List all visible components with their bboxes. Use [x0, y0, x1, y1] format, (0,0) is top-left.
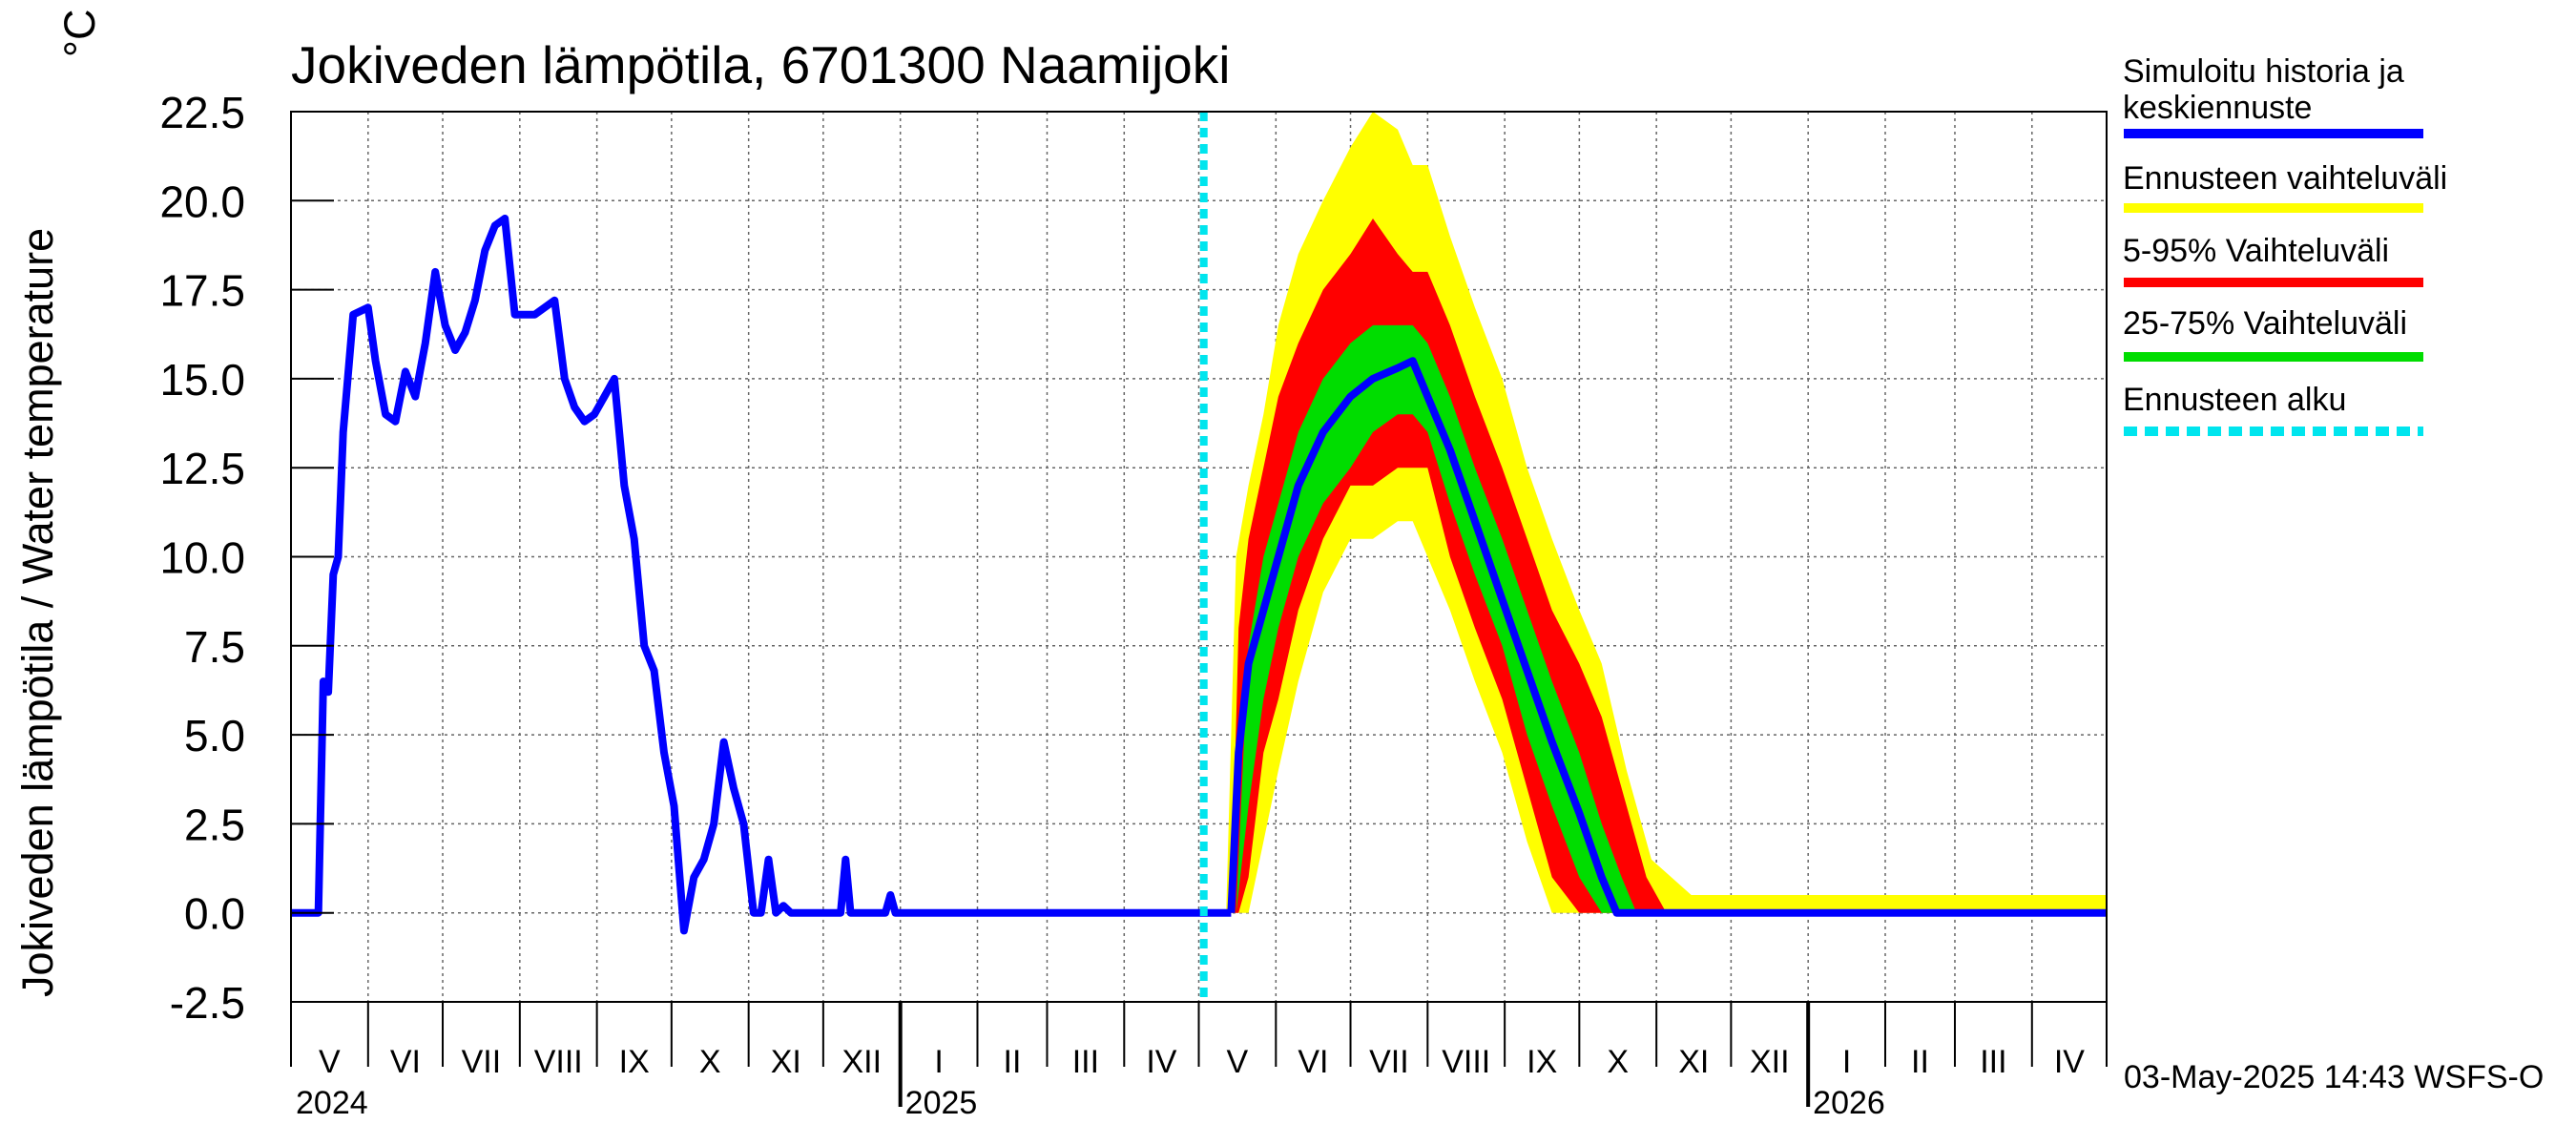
legend-label-5-95: 5-95% Vaihteluväli	[2123, 233, 2390, 269]
band-25-75	[1236, 324, 2107, 913]
month-label: VI	[1298, 1044, 1328, 1080]
y-tick-label: 20.0	[159, 177, 245, 226]
month-label: V	[1227, 1044, 1249, 1080]
y-tick-label: 17.5	[159, 266, 245, 316]
month-label: XI	[1678, 1044, 1709, 1080]
month-label: VIII	[1442, 1044, 1490, 1080]
legend-label-forecast-range: Ennusteen vaihteluväli	[2123, 160, 2448, 197]
y-axis-unit: °C	[55, 9, 104, 58]
legend-label-forecast-start: Ennusteen alku	[2123, 382, 2347, 418]
month-label: III	[1072, 1044, 1099, 1080]
month-label: IX	[619, 1044, 650, 1080]
y-tick-label: 12.5	[159, 444, 245, 493]
month-label: II	[1911, 1044, 1929, 1080]
month-label: XII	[1750, 1044, 1790, 1080]
month-label: VII	[462, 1044, 502, 1080]
forecast-bands	[1226, 112, 2107, 913]
month-label: II	[1004, 1044, 1022, 1080]
x-axis: V VI VII VIII IX X XI XII I II III IV V VI VII VIII IX X X…	[290, 1002, 2108, 1121]
year-label: 2026	[1813, 1085, 1885, 1121]
month-label: III	[1980, 1044, 2006, 1080]
y-axis-label: Jokiveden lämpötila / Water temperature	[13, 227, 62, 997]
y-tick-label: 22.5	[159, 88, 245, 137]
y-tick-label: 7.5	[184, 622, 245, 672]
month-label: XI	[771, 1044, 801, 1080]
month-label: IX	[1527, 1044, 1557, 1080]
year-label: 2024	[296, 1085, 368, 1121]
month-label: IV	[2054, 1044, 2085, 1080]
chart-title: Jokiveden lämpötila, 6701300 Naamijoki	[291, 35, 1231, 94]
y-tick-label: -2.5	[170, 978, 245, 1028]
band-forecast-range	[1226, 112, 2107, 913]
y-tick-label: 15.0	[159, 355, 245, 405]
month-label: X	[1607, 1044, 1629, 1080]
month-label: XII	[841, 1044, 882, 1080]
series-lines	[291, 112, 2107, 1002]
legend-label-history: Simuloitu historia ja keskiennuste	[2123, 53, 2404, 126]
y-tick-label: 10.0	[159, 533, 245, 583]
month-label: X	[699, 1044, 721, 1080]
y-tick-label: 2.5	[184, 800, 245, 849]
y-axis-ticks: 22.5 20.0 17.5 15.0 12.5 10.0 7.5 5.0 2.5 0.0 -2.5	[159, 88, 334, 1028]
month-label: I	[1842, 1044, 1851, 1080]
series-history-line	[291, 215, 1232, 935]
band-5-95	[1231, 219, 2107, 913]
month-label: I	[934, 1044, 943, 1080]
y-tick-label: 0.0	[184, 889, 245, 939]
legend-label-25-75: 25-75% Vaihteluväli	[2123, 305, 2407, 342]
month-label: VII	[1369, 1044, 1409, 1080]
month-label: VI	[390, 1044, 421, 1080]
year-label: 2025	[905, 1085, 978, 1121]
y-tick-label: 5.0	[184, 711, 245, 760]
grid-lines	[291, 112, 2107, 1002]
month-label: VIII	[534, 1044, 583, 1080]
legend-swatches	[2124, 129, 2423, 436]
timestamp-footer: 03-May-2025 14:43 WSFS-O	[2124, 1059, 2545, 1095]
month-label: IV	[1146, 1044, 1176, 1080]
series-median-forecast-line	[1227, 357, 2107, 917]
month-label: V	[319, 1044, 341, 1080]
